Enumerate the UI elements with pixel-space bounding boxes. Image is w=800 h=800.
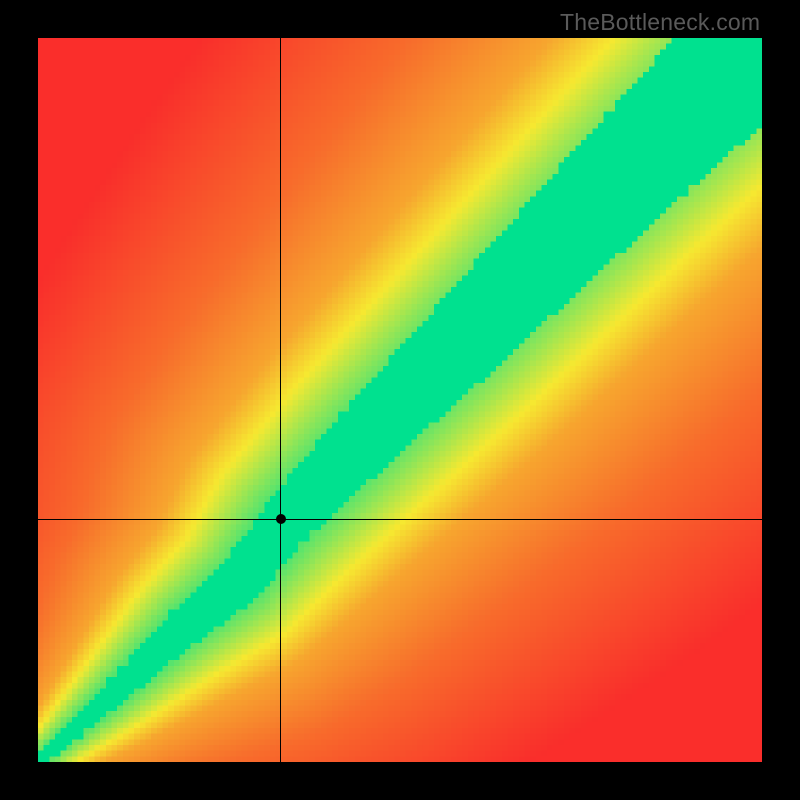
heatmap-canvas [38,38,762,762]
crosshair-horizontal [38,519,762,520]
crosshair-marker [276,514,286,524]
watermark-text: TheBottleneck.com [560,9,760,36]
crosshair-vertical [280,38,281,762]
heatmap-plot [38,38,762,762]
